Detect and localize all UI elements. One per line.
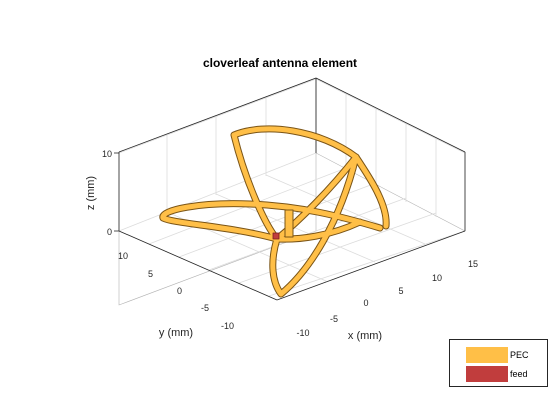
x-tick-label: -10	[296, 328, 309, 338]
grid-panels	[118, 77, 466, 306]
grid-lines	[118, 78, 466, 301]
legend-swatch-pec	[466, 347, 508, 363]
legend-label: feed	[510, 369, 528, 379]
legend-label: PEC	[510, 350, 529, 360]
x-tick-label: 0	[363, 298, 368, 308]
legend-item-pec: PEC	[466, 347, 529, 363]
y-tick-label: -10	[221, 321, 234, 331]
z-tick-label: 10	[102, 149, 112, 159]
antenna-geometry	[159, 125, 390, 298]
x-tick-label: 10	[432, 273, 442, 283]
feed-marker	[272, 232, 280, 240]
legend-swatch-feed	[466, 366, 508, 382]
y-tick-label: 10	[118, 251, 128, 261]
y-axis: 10 5 0 -5 -10 y (mm)	[118, 251, 234, 339]
z-axis-label: z (mm)	[85, 176, 97, 210]
x-axis-label: x (mm)	[348, 330, 382, 342]
legend: PEC feed	[449, 339, 548, 387]
z-tick-label: 0	[107, 227, 112, 237]
plot-title: cloverleaf antenna element	[202, 56, 358, 70]
axes-frame	[118, 77, 466, 301]
x-tick-label: 5	[398, 286, 403, 296]
y-axis-label: y (mm)	[159, 327, 193, 339]
y-tick-label: 5	[148, 269, 153, 279]
z-axis: 10 0 z (mm)	[85, 149, 119, 237]
y-tick-label: -5	[201, 303, 209, 313]
x-axis: -10 -5 0 5 10 15 x (mm)	[296, 259, 478, 342]
x-tick-label: -5	[330, 314, 338, 324]
y-tick-label: 0	[177, 286, 182, 296]
legend-item-feed: feed	[466, 366, 528, 382]
x-tick-label: 15	[468, 259, 478, 269]
